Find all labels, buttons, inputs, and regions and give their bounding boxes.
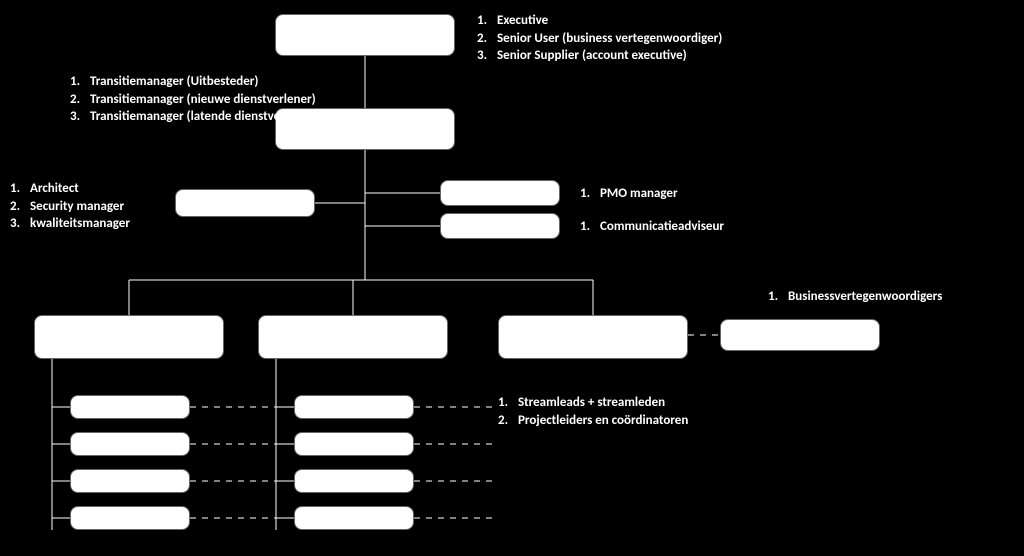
- label-exec-num-3: 3.: [477, 47, 497, 65]
- label-trans-num-1: 1.: [70, 73, 90, 91]
- label-streams-num-1: 1.: [498, 394, 518, 412]
- label-arch-text-3: kwaliteitsmanager: [30, 215, 130, 233]
- label-exec-text-3: Senior Supplier (account executive): [497, 47, 687, 65]
- label-bvr-num-1: 1.: [768, 288, 788, 306]
- label-comm-num-1: 1.: [580, 218, 600, 236]
- node-bvr: [720, 319, 880, 351]
- label-comm: 1.Communicatieadviseur: [580, 218, 724, 236]
- node-c1r1: [70, 395, 190, 419]
- label-pmo-num-1: 1.: [580, 185, 600, 203]
- label-trans-text-2: Transitiemanager (nieuwe dienstverlener): [90, 91, 316, 109]
- label-arch-num-1: 1.: [10, 180, 30, 198]
- node-col3: [498, 315, 688, 359]
- node-c1r4: [70, 506, 190, 530]
- node-col2: [258, 315, 448, 359]
- label-exec-num-1: 1.: [477, 12, 497, 30]
- node-col1: [34, 315, 224, 359]
- label-arch-text-2: Security manager: [30, 198, 124, 216]
- label-comm-text-1: Communicatieadviseur: [600, 218, 724, 236]
- node-comm: [440, 213, 560, 239]
- label-trans: 1.Transitiemanager (Uitbesteder)2.Transi…: [70, 73, 317, 126]
- label-trans-text-1: Transitiemanager (Uitbesteder): [90, 73, 258, 91]
- label-streams-text-1: Streamleads + streamleden: [518, 394, 665, 412]
- node-exec: [275, 14, 455, 56]
- label-streams-text-2: Projectleiders en coördinatoren: [518, 412, 688, 430]
- label-arch-num-3: 3.: [10, 215, 30, 233]
- node-pmo: [440, 180, 560, 206]
- label-streams-num-2: 2.: [498, 412, 518, 430]
- node-c1r2: [70, 432, 190, 456]
- label-trans-text-3: Transitiemanager (latende dienstverlener…: [90, 108, 317, 126]
- node-arch: [175, 189, 315, 217]
- node-c2r2: [294, 432, 414, 456]
- label-bvr-text-1: Businessvertegenwoordigers: [788, 288, 942, 306]
- node-c2r3: [294, 469, 414, 493]
- label-arch-num-2: 2.: [10, 198, 30, 216]
- node-c2r4: [294, 506, 414, 530]
- label-bvr: 1.Businessvertegenwoordigers: [768, 288, 942, 306]
- label-pmo-text-1: PMO manager: [600, 185, 678, 203]
- label-streams: 1.Streamleads + streamleden2.Projectleid…: [498, 394, 688, 429]
- label-trans-num-2: 2.: [70, 91, 90, 109]
- node-c1r3: [70, 469, 190, 493]
- label-exec-text-2: Senior User (business vertegenwoordiger): [497, 30, 722, 48]
- node-c2r1: [294, 395, 414, 419]
- label-pmo: 1.PMO manager: [580, 185, 678, 203]
- label-exec-num-2: 2.: [477, 30, 497, 48]
- label-arch: 1.Architect2.Security manager3.kwaliteit…: [10, 180, 130, 233]
- label-exec-text-1: Executive: [497, 12, 548, 30]
- label-arch-text-1: Architect: [30, 180, 79, 198]
- label-exec: 1.Executive2.Senior User (business verte…: [477, 12, 722, 65]
- label-trans-num-3: 3.: [70, 108, 90, 126]
